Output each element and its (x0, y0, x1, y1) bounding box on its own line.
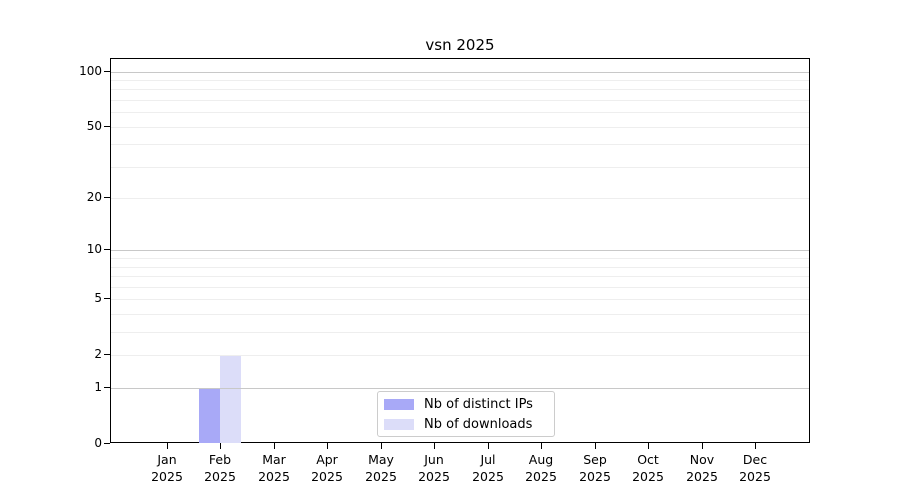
gridline-minor (111, 89, 809, 90)
y-tick-mark (104, 126, 110, 127)
x-tick-mark (434, 443, 435, 449)
x-tick-mark (595, 443, 596, 449)
y-tick-mark (104, 249, 110, 250)
x-tick-mark (488, 443, 489, 449)
x-tick-label: Oct 2025 (632, 452, 664, 484)
x-tick-label: Aug 2025 (525, 452, 557, 484)
x-tick-mark (220, 443, 221, 449)
y-tick-label: 20 (86, 190, 102, 204)
x-tick-mark (167, 443, 168, 449)
y-tick-label: 1 (94, 380, 102, 394)
y-tick-label: 10 (86, 242, 102, 256)
x-tick-label: Dec 2025 (739, 452, 771, 484)
legend-item: Nb of downloads (384, 417, 546, 432)
gridline-minor (111, 80, 809, 81)
x-tick-label: May 2025 (365, 452, 397, 484)
x-tick-mark (755, 443, 756, 449)
x-tick-mark (381, 443, 382, 449)
gridline-minor (111, 144, 809, 145)
gridline-minor (111, 198, 809, 199)
x-tick-mark (327, 443, 328, 449)
gridline-minor (111, 112, 809, 113)
x-tick-mark (702, 443, 703, 449)
legend: Nb of distinct IPs Nb of downloads (377, 391, 555, 437)
y-tick-label: 5 (94, 291, 102, 305)
y-tick-label: 2 (94, 347, 102, 361)
y-tick-mark (104, 354, 110, 355)
legend-label: Nb of downloads (424, 416, 533, 432)
bar-downloads (220, 355, 241, 443)
x-tick-label: Apr 2025 (311, 452, 343, 484)
y-tick-mark (104, 443, 110, 444)
y-tick-mark (104, 197, 110, 198)
x-tick-mark (541, 443, 542, 449)
legend-item: Nb of distinct IPs (384, 397, 546, 412)
gridline-minor (111, 100, 809, 101)
gridline-minor (111, 332, 809, 333)
x-tick-mark (648, 443, 649, 449)
gridline-major (111, 388, 809, 389)
y-tick-label: 100 (79, 64, 102, 78)
chart-title: vsn 2025 (425, 36, 495, 54)
gridline-minor (111, 276, 809, 277)
x-tick-mark (274, 443, 275, 449)
legend-label: Nb of distinct IPs (424, 396, 533, 412)
y-tick-mark (104, 298, 110, 299)
x-tick-label: Jan 2025 (151, 452, 183, 484)
gridline-minor (111, 287, 809, 288)
gridline-major (111, 250, 809, 251)
legend-swatch (384, 418, 414, 430)
gridline-major (111, 72, 809, 73)
gridline-minor (111, 127, 809, 128)
x-tick-label: Feb 2025 (204, 452, 236, 484)
bar-distinct-ips (199, 388, 220, 443)
gridline-minor (111, 299, 809, 300)
x-tick-label: Jul 2025 (472, 452, 504, 484)
gridline-minor (111, 258, 809, 259)
y-tick-label: 0 (94, 436, 102, 450)
x-tick-label: Sep 2025 (579, 452, 611, 484)
x-tick-label: Mar 2025 (258, 452, 290, 484)
x-tick-label: Jun 2025 (418, 452, 450, 484)
y-tick-label: 50 (86, 119, 102, 133)
gridline-minor (111, 355, 809, 356)
legend-swatch (384, 398, 414, 410)
gridline-minor (111, 167, 809, 168)
x-tick-label: Nov 2025 (686, 452, 718, 484)
plot-area (110, 58, 810, 443)
y-tick-mark (104, 71, 110, 72)
gridline-minor (111, 267, 809, 268)
gridline-minor (111, 314, 809, 315)
y-tick-mark (104, 387, 110, 388)
